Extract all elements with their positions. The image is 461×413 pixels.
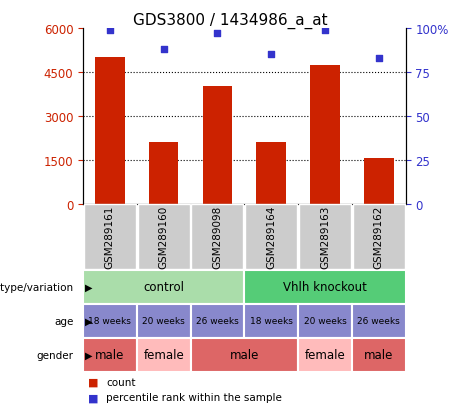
Text: 20 weeks: 20 weeks [304,316,346,325]
Bar [95,58,124,204]
Text: GSM289163: GSM289163 [320,205,330,269]
Text: ▶: ▶ [85,282,93,292]
Text: genotype/variation: genotype/variation [0,282,74,292]
Text: ▶: ▶ [85,350,93,360]
Text: percentile rank within the sample: percentile rank within the sample [106,392,282,402]
Text: female: female [143,348,184,361]
Point [267,52,275,59]
Point [375,55,383,62]
Text: GSM289160: GSM289160 [159,206,169,268]
Text: 26 weeks: 26 weeks [196,316,239,325]
Text: 18 weeks: 18 weeks [89,316,131,325]
Point [321,27,329,34]
Text: 20 weeks: 20 weeks [142,316,185,325]
Text: 26 weeks: 26 weeks [357,316,400,325]
Point [106,27,113,34]
Text: GSM289098: GSM289098 [213,206,223,268]
Bar [364,159,394,204]
Text: count: count [106,377,136,387]
Text: male: male [230,348,259,361]
Point [214,31,221,38]
Bar [149,143,178,204]
Text: ▶: ▶ [85,316,93,326]
Point [160,47,167,53]
Text: age: age [54,316,74,326]
Bar [203,87,232,204]
Text: GDS3800 / 1434986_a_at: GDS3800 / 1434986_a_at [133,12,328,28]
Text: ■: ■ [88,377,98,387]
Text: 18 weeks: 18 weeks [250,316,293,325]
Text: gender: gender [37,350,74,360]
Text: ■: ■ [88,392,98,402]
Text: GSM289161: GSM289161 [105,205,115,269]
Text: control: control [143,280,184,294]
Text: Vhlh knockout: Vhlh knockout [283,280,367,294]
Bar [310,65,340,204]
Text: male: male [95,348,124,361]
Text: GSM289164: GSM289164 [266,205,276,269]
Bar [256,143,286,204]
Text: GSM289162: GSM289162 [374,205,384,269]
Text: male: male [364,348,394,361]
Text: female: female [305,348,345,361]
